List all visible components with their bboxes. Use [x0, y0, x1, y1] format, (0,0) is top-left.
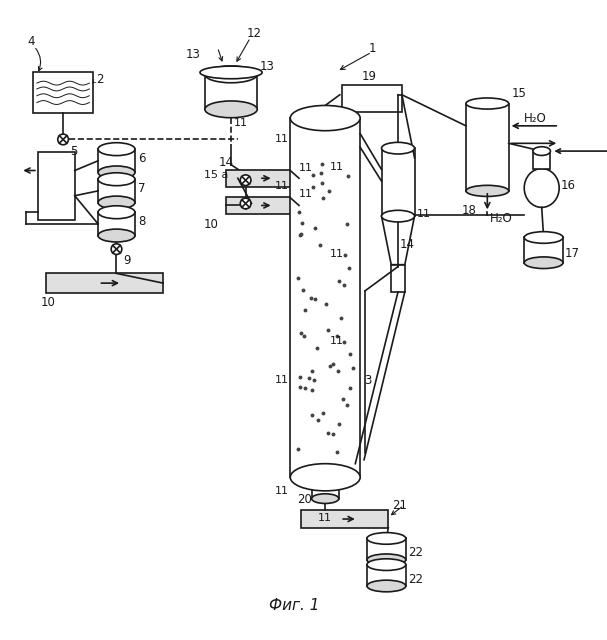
Text: 11: 11 [275, 375, 289, 385]
Ellipse shape [98, 229, 135, 242]
Text: 15 a: 15 a [204, 170, 228, 180]
Bar [342, 85, 402, 112]
Bar [382, 148, 415, 216]
Bar [98, 149, 135, 172]
Bar [466, 104, 509, 191]
Bar [98, 179, 135, 202]
Text: 11: 11 [330, 162, 344, 172]
Polygon shape [301, 510, 388, 528]
Text: 11: 11 [299, 189, 313, 199]
Ellipse shape [205, 101, 257, 118]
Ellipse shape [98, 166, 135, 179]
Text: 15: 15 [512, 87, 526, 100]
Ellipse shape [382, 142, 415, 154]
Ellipse shape [524, 232, 563, 243]
Text: 10: 10 [204, 218, 219, 232]
Ellipse shape [311, 494, 339, 504]
Polygon shape [382, 216, 415, 265]
Text: 19: 19 [362, 70, 377, 83]
Text: 10: 10 [41, 296, 56, 309]
Ellipse shape [524, 168, 559, 207]
Ellipse shape [98, 143, 135, 156]
Text: 22: 22 [408, 573, 422, 586]
Bar [311, 477, 339, 499]
Ellipse shape [524, 257, 563, 269]
Text: 2: 2 [96, 73, 104, 86]
Bar [290, 118, 360, 477]
Text: 8: 8 [138, 216, 145, 228]
Ellipse shape [367, 554, 406, 566]
Ellipse shape [466, 98, 509, 109]
Ellipse shape [290, 106, 360, 131]
Text: 4: 4 [27, 35, 35, 48]
Text: 12: 12 [246, 27, 262, 40]
Text: 6: 6 [138, 152, 145, 165]
Ellipse shape [200, 66, 262, 79]
Text: 13: 13 [185, 49, 200, 61]
Ellipse shape [98, 173, 135, 186]
Circle shape [240, 198, 251, 209]
Ellipse shape [367, 532, 406, 544]
Text: 11: 11 [275, 486, 289, 496]
Circle shape [240, 175, 251, 186]
Ellipse shape [367, 580, 406, 592]
Text: H₂O: H₂O [524, 111, 547, 125]
Text: 13: 13 [260, 60, 275, 73]
Bar [33, 72, 93, 113]
Ellipse shape [466, 186, 509, 196]
Text: 22: 22 [408, 547, 422, 559]
Ellipse shape [98, 196, 135, 209]
Text: 11: 11 [275, 181, 289, 191]
Ellipse shape [533, 147, 551, 156]
Text: 7: 7 [138, 182, 145, 195]
Polygon shape [226, 170, 299, 186]
Text: 14: 14 [219, 156, 234, 169]
Text: 20: 20 [297, 493, 312, 506]
Ellipse shape [367, 559, 406, 570]
Polygon shape [46, 273, 163, 293]
Text: H₂O: H₂O [490, 212, 513, 225]
Text: 16: 16 [561, 179, 576, 191]
Bar [533, 151, 551, 168]
Ellipse shape [205, 66, 257, 83]
Polygon shape [226, 197, 299, 214]
Text: 5: 5 [70, 145, 77, 157]
Text: 11: 11 [275, 134, 289, 145]
Text: 11: 11 [330, 249, 344, 259]
Text: 21: 21 [392, 499, 407, 512]
Text: 11: 11 [317, 513, 331, 523]
Ellipse shape [290, 463, 360, 491]
Text: 17: 17 [565, 246, 580, 259]
Circle shape [58, 134, 69, 145]
Text: Фиг. 1: Фиг. 1 [269, 598, 319, 613]
Bar [98, 212, 135, 236]
Ellipse shape [98, 206, 135, 219]
Text: 11: 11 [234, 118, 248, 128]
Bar [392, 265, 405, 292]
Circle shape [111, 244, 122, 255]
Text: 11: 11 [299, 163, 313, 173]
Ellipse shape [382, 211, 415, 222]
Bar [524, 237, 563, 263]
Text: 14: 14 [400, 238, 415, 251]
Text: 1: 1 [369, 42, 376, 54]
Text: 11: 11 [416, 209, 430, 219]
Text: 3: 3 [364, 374, 371, 387]
Bar [367, 538, 406, 560]
Text: 18: 18 [462, 204, 477, 217]
Text: 9: 9 [123, 254, 131, 268]
Text: 11: 11 [330, 337, 344, 346]
Bar [205, 74, 257, 109]
Bar [38, 152, 75, 220]
Bar [367, 564, 406, 586]
